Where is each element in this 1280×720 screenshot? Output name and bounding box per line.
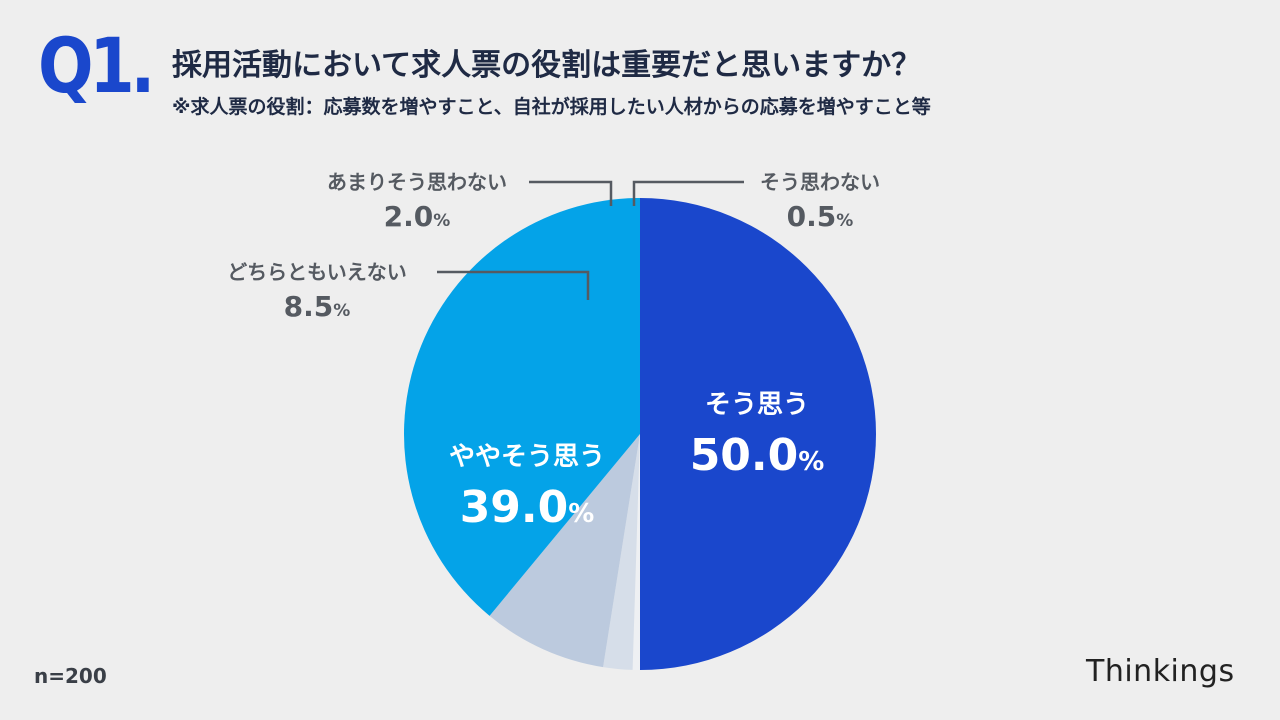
- slice-label-somewhat-disagree: あまりそう思わない: [327, 170, 507, 194]
- pie-slice-somewhat-disagree: [603, 434, 640, 670]
- page-subtitle: ※求人票の役割：応募数を増やすこと、自社が採用したい人材からの応募を増やすこと等: [172, 96, 931, 118]
- slice-value-somewhat-disagree: 2.0%: [384, 200, 451, 233]
- pie-slice-neutral: [489, 434, 640, 668]
- slice-value-neutral: 8.5%: [284, 290, 351, 323]
- pie-slice-strongly-agree: [640, 198, 876, 670]
- slice-value-disagree: 0.5%: [787, 200, 854, 233]
- leader-line-disagree: [632, 180, 744, 206]
- slice-value-strongly-agree: 50.0%: [690, 430, 825, 481]
- page-title: 採用活動において求人票の役割は重要だと思いますか？: [172, 48, 922, 83]
- slice-value-somewhat-agree: 39.0%: [460, 482, 595, 533]
- slice-label-somewhat-agree: ややそう思う: [449, 442, 605, 472]
- sample-size-label: n=200: [34, 664, 107, 688]
- pie-slice-somewhat-agree: [404, 198, 640, 616]
- question-number: Q1.: [38, 21, 155, 110]
- leader-line-neutral: [437, 270, 590, 300]
- leader-line-somewhat-disagree: [529, 180, 613, 206]
- slice-label-neutral: どちらともいえない: [227, 260, 407, 284]
- slice-label-disagree: そう思わない: [760, 170, 880, 194]
- pie-slice-disagree: [632, 434, 640, 670]
- slice-label-strongly-agree: そう思う: [705, 390, 809, 420]
- brand-logo-text: Thinkings: [1086, 654, 1235, 689]
